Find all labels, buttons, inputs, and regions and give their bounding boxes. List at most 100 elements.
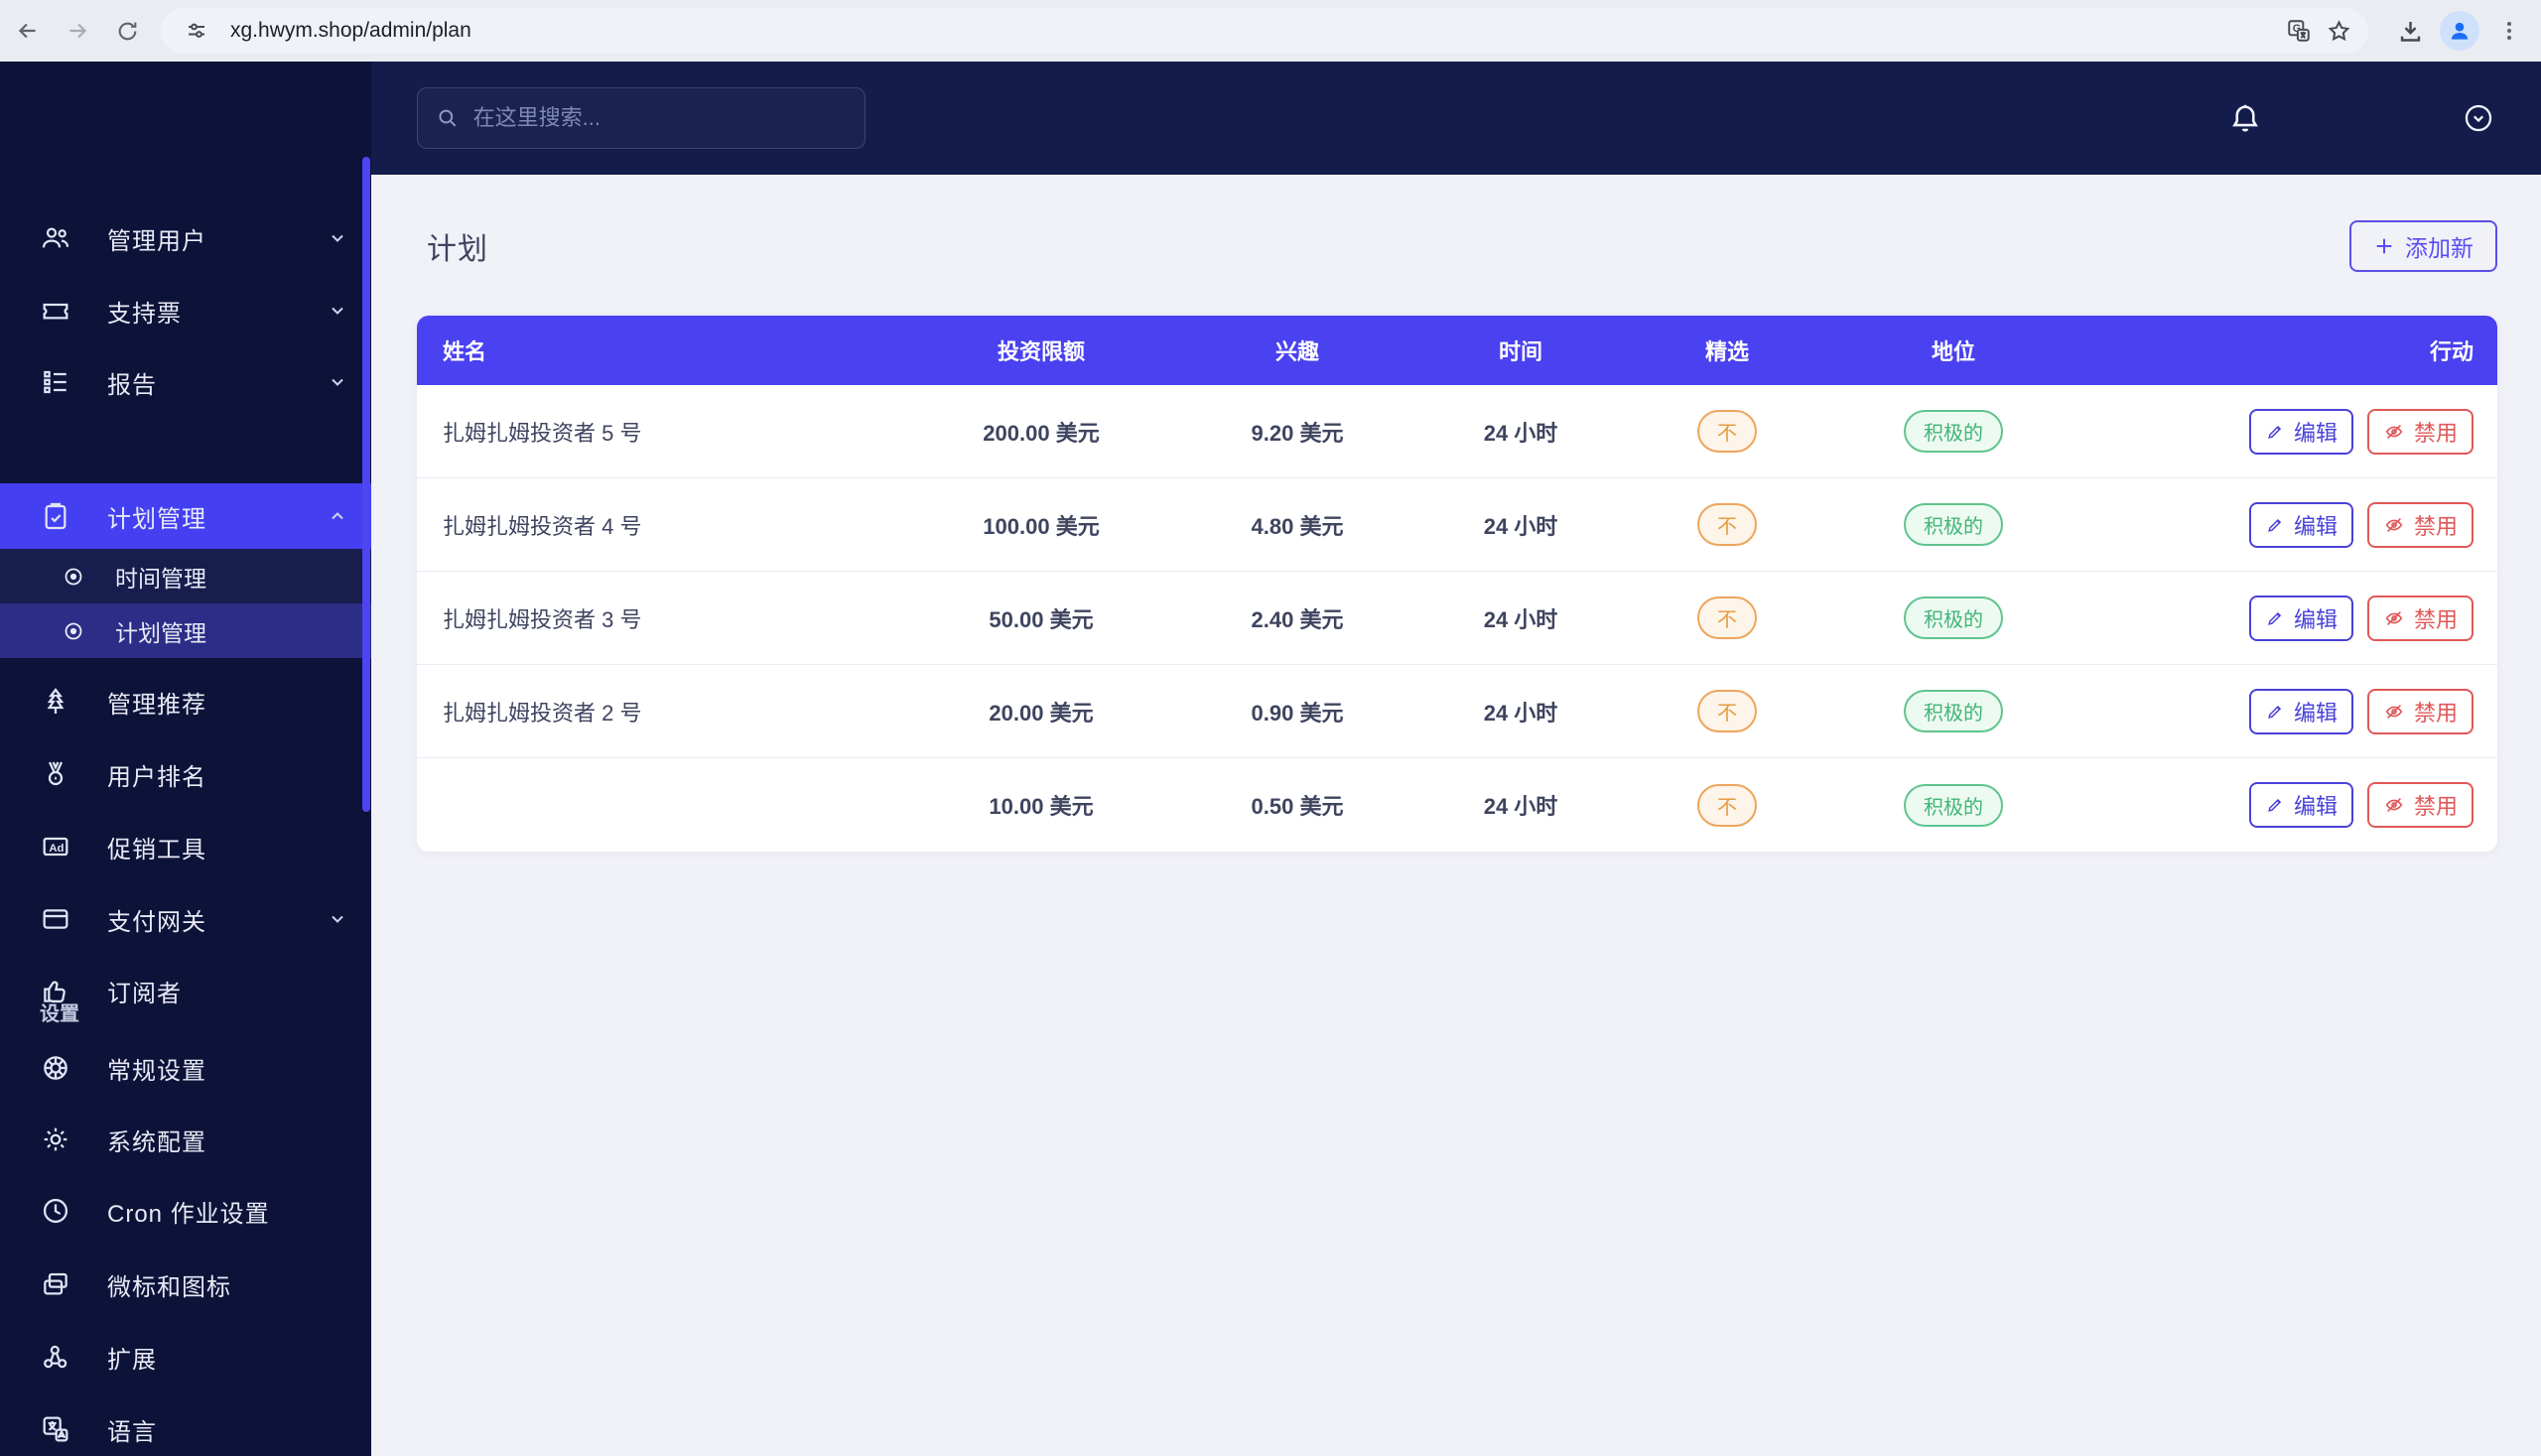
- disable-button[interactable]: 禁用: [2366, 782, 2474, 828]
- eye-slash-icon: [2385, 424, 2403, 439]
- chevron-down-icon: [332, 307, 343, 315]
- sidebar-subitem-label: 计划管理: [115, 619, 206, 646]
- chevron-down-icon: [332, 234, 343, 242]
- sidebar-item-label: 扩展: [107, 1346, 157, 1374]
- edit-button[interactable]: 编辑: [2248, 501, 2353, 548]
- content-header: 计划 添加新: [417, 216, 2497, 276]
- sidebar-item-label: 用户排名: [107, 763, 206, 791]
- edit-button[interactable]: 编辑: [2248, 595, 2353, 641]
- plan-time: 24 小时: [1483, 606, 1558, 632]
- pencil-icon: [2268, 611, 2282, 625]
- disable-button[interactable]: 禁用: [2366, 595, 2474, 641]
- browser-forward-button[interactable]: [56, 9, 99, 53]
- chevron-up-icon: [332, 512, 343, 520]
- ticket-icon: [43, 303, 68, 320]
- search-box[interactable]: [417, 87, 866, 149]
- sidebar-item-language[interactable]: 语言: [0, 1393, 371, 1456]
- thumb-up-icon: [44, 981, 66, 1003]
- sidebar-item-reports[interactable]: 报告: [0, 346, 371, 418]
- sidebar-item-system-configuration[interactable]: 系统配置: [0, 1104, 371, 1175]
- svg-text:G: G: [2293, 23, 2301, 35]
- disable-button-label: 禁用: [2413, 420, 2458, 446]
- url-text[interactable]: xg.hwym.shop/admin/plan: [230, 19, 471, 42]
- sidebar-item-label: 系统配置: [107, 1128, 206, 1156]
- profile-avatar[interactable]: [2440, 11, 2479, 51]
- column-header-invest-limit: 投资限额: [997, 339, 1085, 364]
- eye-slash-icon: [2385, 610, 2403, 625]
- page-title: 计划: [427, 233, 488, 266]
- users-icon: [42, 227, 69, 248]
- sidebar-item-payment-gateway[interactable]: 支付网关: [0, 883, 371, 955]
- edit-button[interactable]: 编辑: [2248, 688, 2353, 734]
- sidebar-settings-section-label: 设置: [40, 1003, 79, 1025]
- disable-button[interactable]: 禁用: [2366, 501, 2474, 548]
- sidebar-item-label: 计划管理: [107, 505, 206, 533]
- plan-name: 扎姆扎姆投资者 5 号: [443, 420, 642, 446]
- edit-button[interactable]: 编辑: [2248, 408, 2353, 455]
- sidebar-item-support-tickets[interactable]: 支持票: [0, 275, 371, 346]
- sidebar-subitem-time-management[interactable]: 时间管理: [0, 549, 371, 603]
- plan-name: 扎姆扎姆投资者 4 号: [443, 513, 642, 539]
- disable-button-label: 禁用: [2413, 606, 2458, 632]
- sidebar-item-user-ranking[interactable]: 用户排名: [0, 738, 371, 810]
- svg-text:Ad: Ad: [49, 843, 64, 855]
- sidebar-item-cron-job-settings[interactable]: Cron 作业设置: [0, 1175, 371, 1247]
- sidebar-subitem-plan-management[interactable]: 计划管理: [0, 603, 371, 658]
- chevron-down-icon: [332, 378, 343, 386]
- browser-menu-button[interactable]: [2487, 9, 2531, 53]
- pencil-icon: [2268, 705, 2282, 719]
- translate-icon[interactable]: G: [2279, 11, 2319, 51]
- plan-invest-limit: 50.00 美元: [989, 606, 1094, 632]
- edit-button-label: 编辑: [2293, 420, 2338, 446]
- user-menu-button[interactable]: [2462, 101, 2495, 135]
- browser-chrome: xg.hwym.shop/admin/plan G: [0, 0, 2541, 62]
- column-header-interest: 兴趣: [1274, 339, 1319, 364]
- sidebar-item-label: 支持票: [107, 300, 182, 328]
- plan-time: 24 小时: [1483, 513, 1558, 539]
- plan-invest-limit: 20.00 美元: [989, 700, 1094, 726]
- sidebar-item-subscribers[interactable]: 订阅者: [0, 955, 371, 1026]
- featured-badge: 不: [1697, 690, 1757, 732]
- edit-button-label: 编辑: [2293, 513, 2338, 539]
- browser-reload-button[interactable]: [105, 9, 149, 53]
- circle-dot-icon: [65, 622, 82, 639]
- sidebar-item-label: Cron 作业设置: [107, 1200, 270, 1228]
- disable-button[interactable]: 禁用: [2366, 408, 2474, 455]
- tree-icon: [47, 688, 65, 714]
- bookmark-star-icon[interactable]: [2319, 11, 2358, 51]
- sidebar-scrollbar[interactable]: [362, 157, 370, 812]
- notifications-button[interactable]: [2227, 100, 2263, 136]
- pencil-icon: [2268, 518, 2282, 532]
- forward-arrow-icon: [69, 23, 87, 39]
- plan-interest: 4.80 美元: [1251, 513, 1344, 539]
- browser-back-button[interactable]: [6, 9, 50, 53]
- site-settings-icon[interactable]: [177, 11, 216, 51]
- omnibox[interactable]: xg.hwym.shop/admin/plan G: [161, 8, 2368, 54]
- pencil-icon: [2268, 425, 2282, 439]
- credit-card-icon: [43, 909, 68, 929]
- column-header-actions: 行动: [2429, 339, 2474, 364]
- search-input[interactable]: [472, 105, 847, 131]
- disable-button[interactable]: 禁用: [2366, 688, 2474, 734]
- eye-slash-icon: [2385, 797, 2403, 813]
- edit-button-label: 编辑: [2293, 794, 2338, 819]
- sidebar-item-logo-and-icons[interactable]: 微标和图标: [0, 1249, 371, 1320]
- sidebar-item-label: 订阅者: [107, 980, 182, 1007]
- sidebar-item-promotion-tools[interactable]: Ad 促销工具: [0, 811, 371, 882]
- plan-invest-limit: 10.00 美元: [989, 794, 1094, 819]
- chevron-down-icon: [332, 915, 343, 923]
- plan-interest: 0.90 美元: [1251, 700, 1344, 726]
- edit-button[interactable]: 编辑: [2248, 782, 2353, 828]
- settings-wheel-icon: [44, 1056, 67, 1080]
- column-header-time: 时间: [1498, 339, 1542, 364]
- kebab-menu-icon: [2507, 22, 2511, 40]
- sidebar-item-plan-management[interactable]: 计划管理: [0, 483, 371, 549]
- downloads-button[interactable]: [2388, 9, 2432, 53]
- eye-slash-icon: [2385, 517, 2403, 532]
- disable-button-label: 禁用: [2413, 513, 2458, 539]
- sidebar-item-manage-users[interactable]: 管理用户: [0, 202, 371, 274]
- sidebar-item-manage-referral[interactable]: 管理推荐: [0, 666, 371, 737]
- add-new-button[interactable]: 添加新: [2349, 220, 2497, 272]
- sidebar-item-general-settings[interactable]: 常规设置: [0, 1032, 371, 1104]
- sidebar-item-extensions[interactable]: 扩展: [0, 1321, 371, 1392]
